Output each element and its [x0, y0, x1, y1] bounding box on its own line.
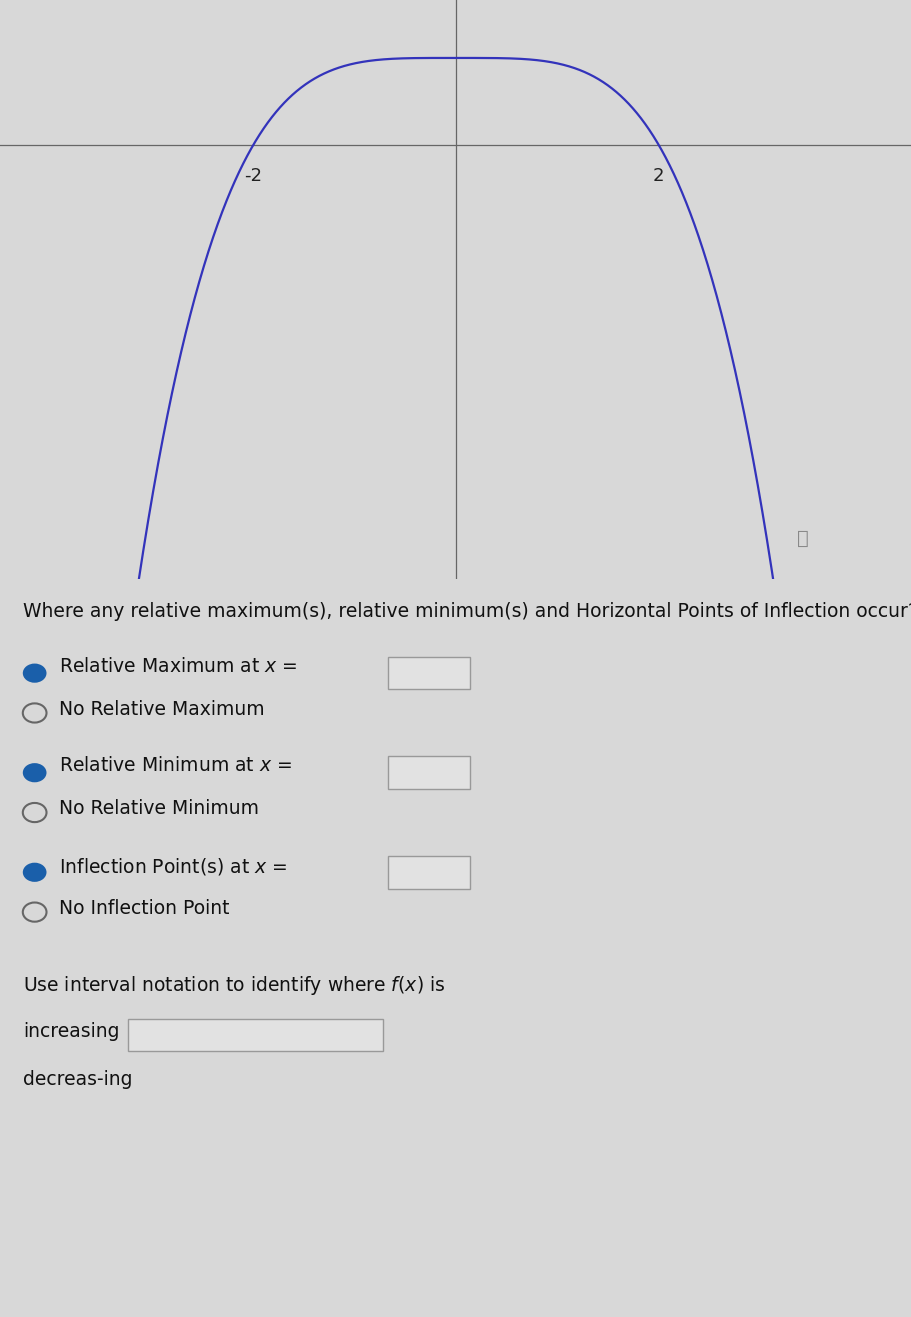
- FancyBboxPatch shape: [387, 657, 469, 689]
- Text: No Inflection Point: No Inflection Point: [59, 898, 230, 918]
- Text: -2: -2: [244, 166, 262, 184]
- Text: Inflection Point(s) at $x$ =: Inflection Point(s) at $x$ =: [59, 856, 287, 877]
- Text: No Relative Maximum: No Relative Maximum: [59, 699, 264, 719]
- Text: 2: 2: [652, 166, 664, 184]
- Text: Relative Minimum at $x$ =: Relative Minimum at $x$ =: [59, 756, 292, 776]
- Text: increasing: increasing: [23, 1022, 119, 1040]
- Text: Relative Maximum at $x$ =: Relative Maximum at $x$ =: [59, 657, 297, 676]
- Circle shape: [23, 763, 46, 782]
- Text: Use interval notation to identify where $f(x)$ is: Use interval notation to identify where …: [23, 975, 445, 997]
- Text: Where any relative maximum(s), relative minimum(s) and Horizontal Points of Infl: Where any relative maximum(s), relative …: [23, 602, 911, 620]
- Text: No Relative Minimum: No Relative Minimum: [59, 799, 259, 818]
- FancyBboxPatch shape: [387, 856, 469, 889]
- Circle shape: [23, 863, 46, 882]
- FancyBboxPatch shape: [387, 756, 469, 789]
- Circle shape: [23, 664, 46, 682]
- Text: decreas­ing: decreas­ing: [23, 1069, 132, 1089]
- Text: 🔍: 🔍: [796, 529, 807, 548]
- FancyBboxPatch shape: [128, 1019, 383, 1051]
